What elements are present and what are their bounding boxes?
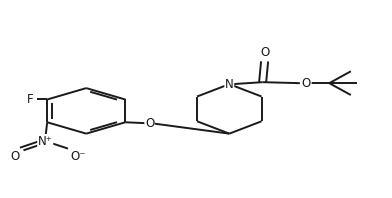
Text: O: O: [260, 46, 269, 59]
Text: O: O: [302, 77, 311, 90]
Text: F: F: [27, 93, 33, 106]
Text: O: O: [11, 150, 20, 163]
Text: O⁻: O⁻: [70, 150, 85, 163]
Text: N⁺: N⁺: [38, 135, 53, 148]
Text: O: O: [145, 117, 154, 130]
Text: N: N: [225, 78, 234, 91]
